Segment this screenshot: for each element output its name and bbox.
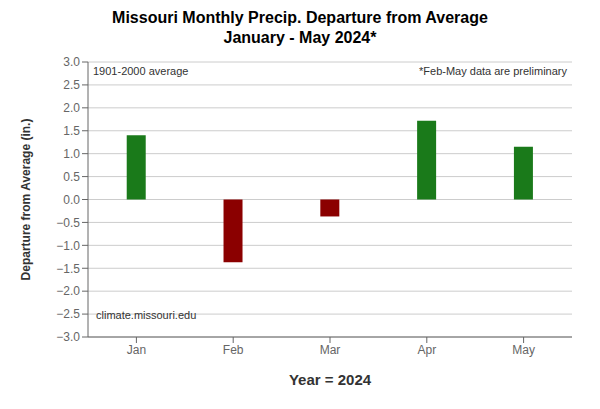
svg-text:−1.5: −1.5 [56,262,80,276]
svg-text:2.0: 2.0 [63,101,80,115]
svg-text:Mar: Mar [320,343,341,357]
svg-text:2.5: 2.5 [63,78,80,92]
svg-text:−3.0: −3.0 [56,330,80,344]
svg-text:Departure from Average (in.): Departure from Average (in.) [19,119,33,281]
svg-text:0.0: 0.0 [63,193,80,207]
svg-text:May: May [512,343,535,357]
html-text:1901-2000 average: 1901-2000 average [93,65,189,77]
svg-text:−2.5: −2.5 [56,307,80,321]
html-text:*Feb-May data are preliminary: *Feb-May data are preliminary [419,65,567,77]
svg-text:1.5: 1.5 [63,124,80,138]
svg-text:1.0: 1.0 [63,147,80,161]
svg-text:Feb: Feb [223,343,244,357]
svg-text:−1.0: −1.0 [56,239,80,253]
html-text:climate.missouri.edu: climate.missouri.edu [96,309,197,321]
svg-text:Jan: Jan [127,343,146,357]
svg-text:0.5: 0.5 [63,170,80,184]
svg-text:−2.0: −2.0 [56,284,80,298]
svg-text:−0.5: −0.5 [56,216,80,230]
svg-text:3.0: 3.0 [63,55,80,69]
html-text:January - May 2024*: January - May 2024* [223,29,377,46]
svg-text:Apr: Apr [417,343,436,357]
html-text:Missouri Monthly Precip. Depar: Missouri Monthly Precip. Departure from … [112,9,488,26]
svg-text:Year = 2024: Year = 2024 [289,371,372,388]
